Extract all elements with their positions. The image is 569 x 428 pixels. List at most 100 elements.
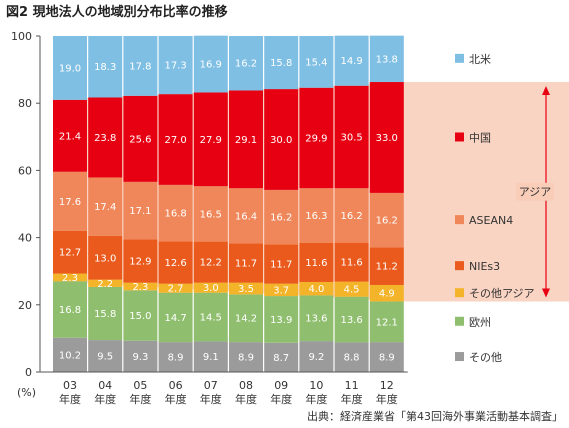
- bar-segment: [158, 36, 193, 95]
- bar-segment: [53, 36, 87, 100]
- bar-segment: [369, 35, 404, 83]
- bar-segment: [264, 89, 299, 190]
- legend-swatch: [455, 215, 464, 225]
- data-label: 15.8: [270, 58, 292, 69]
- x-tick-suffix: 年度: [341, 392, 363, 406]
- x-tick-suffix: 年度: [376, 392, 398, 406]
- bar-segment: [299, 242, 334, 282]
- data-label: 16.2: [270, 213, 292, 224]
- bar-segment: [88, 97, 123, 178]
- data-label: 17.8: [129, 61, 151, 72]
- data-label: 14.9: [340, 56, 362, 67]
- legend-item: 欧州: [455, 316, 491, 329]
- data-label: 27.0: [164, 135, 186, 146]
- data-label: 13.6: [305, 314, 327, 325]
- data-label: 13.0: [94, 253, 116, 264]
- legend-label: その他: [469, 351, 502, 364]
- data-label: 13.6: [340, 315, 362, 326]
- bar-segment: [299, 341, 334, 372]
- data-label: 2.3: [132, 282, 148, 293]
- legend-swatch: [455, 352, 464, 362]
- bar-stack-11: 8.8 13.6 4.5 11.6 16.2 30.5 14.9: [334, 35, 369, 372]
- data-label: 9.1: [203, 352, 219, 363]
- bar-segment: [123, 340, 158, 372]
- bar-stack-04: 9.5 15.8 2.2 13.0 17.4 23.8 18.3: [88, 36, 123, 372]
- x-tick-suffix: 年度: [94, 392, 116, 406]
- legend-swatch: [455, 288, 464, 298]
- bar-stack-12: 8.9 12.1 4.9 11.2 16.2 33.0 13.8: [369, 35, 404, 372]
- bar-segment: [369, 301, 404, 343]
- bar-segment: [193, 92, 228, 187]
- bar-stack-03: 10.2 16.8 2.3 12.7 17.6 21.4 19.0: [53, 36, 87, 372]
- legend-swatch: [455, 132, 464, 142]
- data-label: 11.7: [270, 259, 292, 270]
- data-label: 25.6: [129, 134, 151, 145]
- bar-segment: [158, 283, 193, 293]
- bracket-label-bg: [516, 182, 554, 201]
- data-label: 15.0: [129, 311, 151, 322]
- data-label: 16.3: [305, 211, 327, 222]
- bar-segment: [123, 239, 158, 283]
- data-label: 8.9: [238, 353, 254, 364]
- bar-segment: [53, 337, 87, 372]
- data-label: 9.5: [97, 352, 113, 363]
- y-axis: 0 20 40 60 80 100: [11, 30, 41, 379]
- bar-segment: [193, 241, 228, 283]
- data-label: 2.2: [97, 279, 113, 290]
- y-tick-label: 60: [18, 164, 32, 177]
- bar-segment: [193, 186, 228, 242]
- x-tick-suffix: 年度: [270, 392, 292, 406]
- data-label: 30.0: [270, 135, 292, 146]
- bar-segment: [158, 184, 193, 242]
- x-tick-label: 09: [274, 379, 288, 392]
- bar-segment: [229, 188, 263, 244]
- x-tick-suffix: 年度: [200, 392, 222, 406]
- data-label: 17.6: [59, 197, 81, 208]
- data-label: 2.3: [62, 273, 78, 284]
- data-label: 29.9: [305, 133, 327, 144]
- data-label: 23.8: [94, 133, 116, 144]
- bar-segment: [88, 286, 123, 341]
- bar-segment: [334, 35, 369, 86]
- data-label: 19.0: [59, 63, 81, 74]
- bar-segment: [53, 171, 87, 231]
- data-label: 4.0: [308, 284, 324, 295]
- bar-segment: [229, 36, 263, 91]
- x-tick-suffix: 年度: [235, 392, 257, 406]
- data-label: 16.2: [376, 216, 398, 227]
- data-label: 29.1: [235, 135, 257, 146]
- data-label: 12.1: [376, 317, 398, 328]
- bar-segment: [88, 36, 123, 98]
- data-label: 33.0: [376, 133, 398, 144]
- data-label: 16.2: [235, 59, 257, 70]
- bracket-arrow-down: [542, 288, 550, 298]
- x-tick-suffix: 年度: [165, 392, 187, 406]
- bar-segment: [229, 243, 263, 283]
- data-label: 11.7: [235, 258, 257, 269]
- bar-segment: [369, 192, 404, 248]
- bar-segment: [88, 279, 123, 287]
- legend-item: 北米: [455, 53, 491, 66]
- data-label: 16.2: [340, 211, 362, 222]
- bar-segment: [193, 35, 228, 93]
- bar-segment: [193, 282, 228, 293]
- bar-stack-07: 9.1 14.5 3.0 12.2 16.5 27.9 16.9: [193, 35, 228, 372]
- bar-segment: [299, 281, 334, 296]
- data-label: 21.4: [59, 131, 81, 142]
- x-tick-suffix: 年度: [59, 392, 81, 406]
- data-label: 4.9: [379, 289, 395, 300]
- data-label: 17.3: [164, 61, 186, 72]
- bar-segment: [123, 95, 158, 182]
- bar-segment: [334, 188, 369, 243]
- bar-segment: [229, 294, 263, 343]
- data-label: 9.2: [308, 352, 324, 363]
- bar-stack-05: 9.3 15.0 2.3 12.9 17.1 25.6 17.8: [123, 36, 158, 372]
- data-label: 12.2: [200, 258, 222, 269]
- legend-item: 中国: [455, 131, 491, 144]
- bar-segment: [88, 340, 123, 372]
- x-tick-label: 12: [380, 379, 394, 392]
- data-label: 18.3: [94, 62, 116, 73]
- bar-segment: [123, 282, 158, 291]
- bar-segment: [53, 99, 87, 172]
